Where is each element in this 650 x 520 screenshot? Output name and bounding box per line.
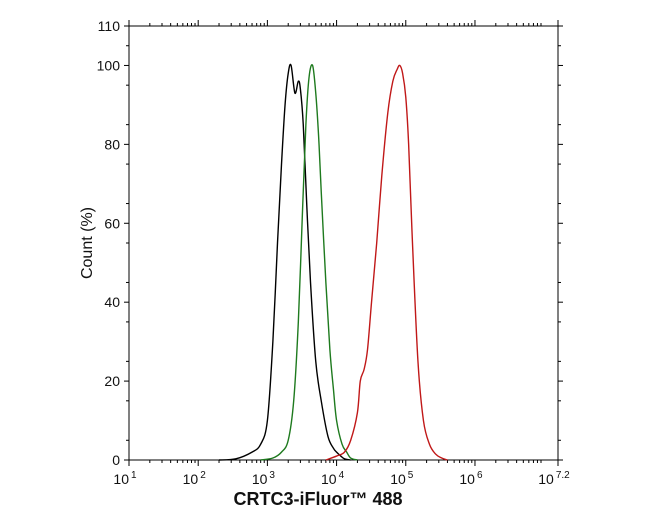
y-tick-label: 0 xyxy=(112,452,120,468)
series-layer xyxy=(218,63,448,461)
series-line-2 xyxy=(325,64,448,461)
x-axis-title: CRTC3-iFluor™ 488 xyxy=(233,489,402,509)
series-line-0 xyxy=(218,63,351,461)
y-tick-label: 100 xyxy=(97,57,121,73)
x-axis-ticks: 10 1 10 2 10 3 10 4 10 5 10 6 10 7.2 xyxy=(113,20,570,487)
y-axis-ticks: 0 20 40 60 80 100 110 xyxy=(97,18,563,468)
x-tick-label: 10 1 xyxy=(113,470,137,487)
x-tick-label: 10 2 xyxy=(183,470,207,487)
y-axis-title: Count (%) xyxy=(79,207,96,279)
x-tick-label: 10 5 xyxy=(390,470,414,487)
series-line-1 xyxy=(260,64,358,461)
x-tick-label: 10 4 xyxy=(321,470,345,487)
x-tick-label: 10 7.2 xyxy=(538,470,570,487)
y-tick-label: 80 xyxy=(104,136,120,152)
y-tick-label: 60 xyxy=(104,215,120,231)
x-tick-label: 10 3 xyxy=(252,470,276,487)
x-tick-label: 10 6 xyxy=(459,470,483,487)
y-tick-label: 40 xyxy=(104,294,120,310)
plot-frame xyxy=(128,25,559,461)
y-tick-label: 110 xyxy=(98,18,121,34)
y-tick-label: 20 xyxy=(104,373,120,389)
